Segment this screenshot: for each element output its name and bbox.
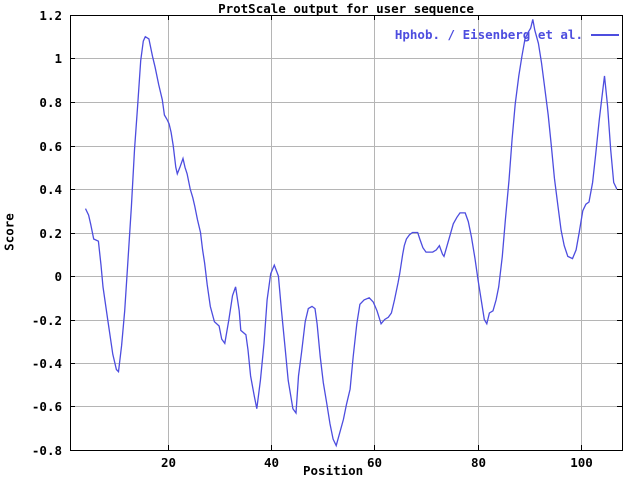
legend-line-sample-icon [591,33,619,36]
y-tick-label: -0.8 [32,443,62,458]
y-tick-label: 0 [54,269,62,284]
y-tick-label: 0.2 [39,226,62,241]
y-tick-label: 0.6 [39,139,62,154]
plot-border [70,15,623,451]
y-tick-label: 1 [54,51,62,66]
x-tick-label: 100 [570,455,593,470]
y-tick-label: 1.2 [39,8,62,23]
y-tick-label: 0.8 [39,95,62,110]
x-tick-label: 40 [264,455,279,470]
y-tick-label: -0.4 [32,356,62,371]
y-tick-label: -0.6 [32,399,62,414]
chart-title: ProtScale output for user sequence [218,1,474,16]
y-tick-label: -0.2 [32,313,62,328]
legend-series-label: Hphob. / Eisenberg et al. [394,27,583,42]
data-curve [84,19,618,448]
x-tick-label: 80 [471,455,486,470]
x-axis-title: Position [303,463,364,478]
legend: Hphob. / Eisenberg et al. [395,27,619,42]
x-tick-label: 20 [161,455,176,470]
y-tick-label: 0.4 [39,182,62,197]
x-tick-label: 60 [367,455,382,470]
